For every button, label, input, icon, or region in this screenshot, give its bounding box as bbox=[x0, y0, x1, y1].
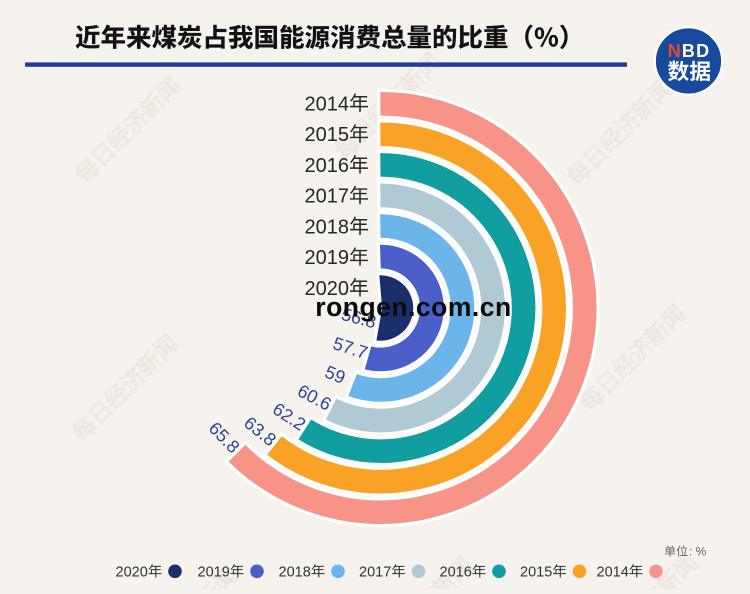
svg-text:2020: 2020 bbox=[305, 278, 350, 300]
svg-text:2019: 2019 bbox=[305, 247, 350, 269]
svg-text:2018: 2018 bbox=[279, 564, 311, 580]
svg-text:2015: 2015 bbox=[520, 564, 552, 580]
svg-text:2017: 2017 bbox=[359, 564, 391, 580]
svg-text:2014: 2014 bbox=[597, 564, 629, 580]
svg-text:NBD: NBD bbox=[668, 41, 711, 61]
svg-text:2019: 2019 bbox=[198, 564, 230, 580]
svg-text:2015: 2015 bbox=[305, 124, 350, 146]
svg-text:: %: : % bbox=[689, 545, 707, 559]
svg-text:2017: 2017 bbox=[305, 186, 350, 208]
svg-text:2016: 2016 bbox=[440, 564, 472, 580]
svg-text:rongen.com.cn: rongen.com.cn bbox=[315, 292, 511, 322]
svg-text:2014: 2014 bbox=[305, 93, 350, 115]
svg-text:2020: 2020 bbox=[116, 564, 148, 580]
svg-text:2016: 2016 bbox=[305, 155, 350, 177]
svg-text:2018: 2018 bbox=[305, 216, 350, 238]
